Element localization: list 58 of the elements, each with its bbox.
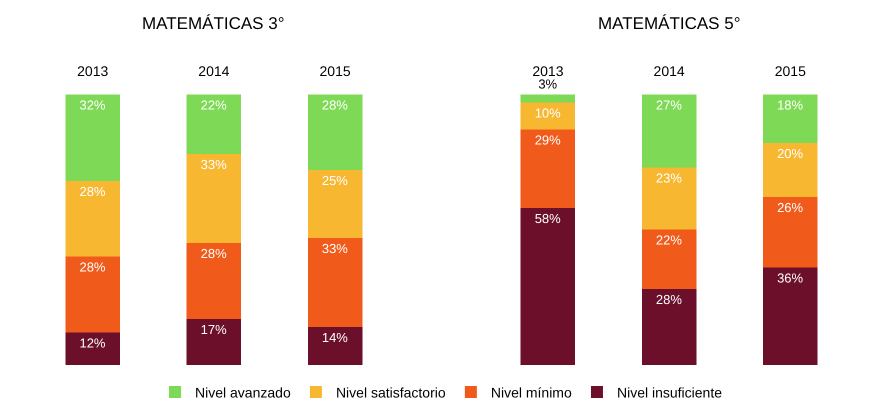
data-label: 22% — [656, 232, 682, 248]
bar — [65, 94, 120, 181]
data-label: 28% — [79, 260, 106, 275]
data-label: 27% — [656, 97, 682, 112]
data-label: 26% — [777, 200, 804, 216]
data-label: 36% — [777, 270, 804, 286]
legend-label: Nivel avanzado — [195, 384, 291, 400]
bar — [65, 332, 120, 365]
data-label: 28% — [200, 246, 228, 262]
bar — [763, 268, 818, 365]
legend-label: Nivel satisfactorio — [336, 384, 446, 400]
data-label: 12% — [79, 336, 106, 351]
bar — [65, 256, 120, 333]
bar — [763, 197, 818, 268]
data-label: 23% — [656, 170, 682, 186]
data-label: 25% — [322, 173, 348, 188]
x-tick-label: 2013 — [77, 63, 108, 80]
bar — [308, 238, 362, 328]
bar — [642, 167, 696, 230]
data-label: 28% — [79, 184, 106, 199]
bar — [520, 102, 576, 130]
bar — [642, 289, 696, 365]
bar — [642, 94, 696, 168]
bar — [520, 129, 576, 208]
data-label: 10% — [534, 105, 562, 120]
bar — [186, 154, 242, 244]
x-tick-label: 2015 — [774, 63, 806, 80]
bar — [308, 327, 362, 365]
x-tick-label: 2014 — [654, 63, 685, 80]
chart-title: MATEMÁTICAS 5° — [598, 14, 740, 33]
legend-label: Nivel mínimo — [490, 384, 572, 400]
data-label: 17% — [200, 322, 228, 337]
bar — [520, 208, 576, 365]
data-label: 22% — [200, 97, 228, 112]
bar — [186, 318, 242, 365]
data-label: 32% — [79, 97, 106, 112]
bar — [763, 94, 818, 143]
chart-title: MATEMÁTICAS 3° — [142, 14, 284, 33]
bar — [520, 94, 576, 102]
data-label: 28% — [322, 97, 348, 112]
data-label: 28% — [656, 292, 682, 308]
data-label: 33% — [200, 156, 228, 172]
bar — [308, 170, 362, 238]
x-tick-label: 2015 — [319, 63, 351, 80]
bar — [308, 94, 362, 170]
x-tick-label: 2014 — [198, 63, 230, 80]
data-label: 29% — [534, 132, 562, 148]
data-label: 58% — [534, 210, 562, 226]
bar — [763, 142, 818, 198]
data-label: 18% — [777, 97, 804, 112]
bar — [186, 94, 242, 154]
legend-label: Nivel insuficiente — [616, 384, 722, 400]
data-label: 33% — [322, 240, 348, 256]
bar — [186, 243, 242, 319]
data-label: 14% — [322, 330, 348, 346]
bar — [642, 230, 696, 290]
data-label: 20% — [777, 146, 804, 161]
bar — [65, 180, 120, 257]
